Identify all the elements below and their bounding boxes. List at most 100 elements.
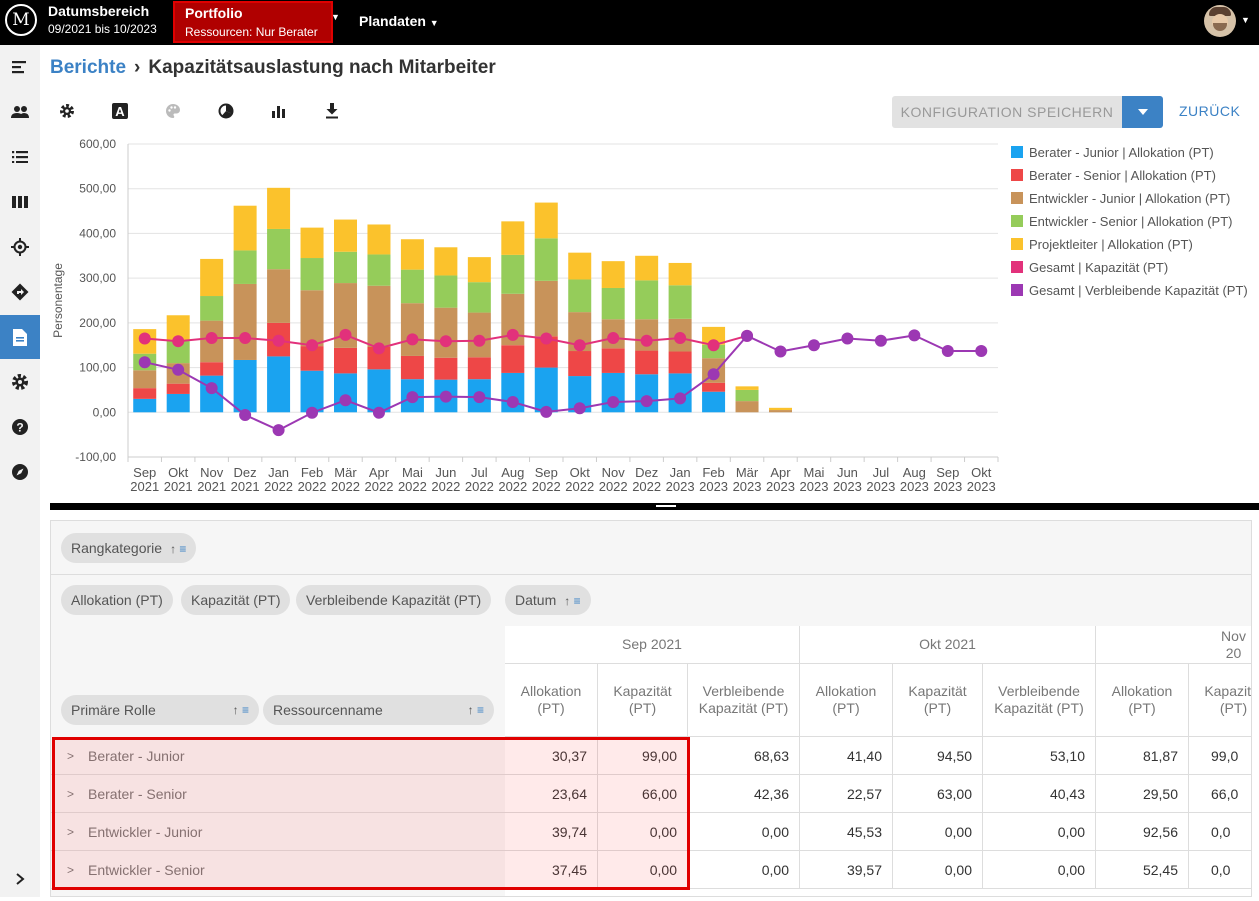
list-icon[interactable] <box>0 135 40 179</box>
table-cell: 40,43 <box>983 775 1096 813</box>
breadcrumb-link-berichte[interactable]: Berichte <box>50 57 127 78</box>
compass-icon[interactable] <box>0 450 40 494</box>
table-cell: 0,00 <box>688 851 800 889</box>
help-icon[interactable]: ? <box>0 405 40 449</box>
back-button[interactable]: ZURÜCK <box>1179 103 1241 119</box>
bar-chart-icon[interactable] <box>269 101 289 121</box>
y-tick-label: -100,00 <box>75 450 116 464</box>
legend-swatch <box>1011 146 1023 158</box>
settings-icon[interactable] <box>0 360 40 404</box>
column-chip-datum[interactable]: Datum ↑ ≡ <box>505 585 591 615</box>
legend-item[interactable]: Gesamt | Verbleibende Kapazität (PT) <box>1011 283 1248 298</box>
chevron-right-icon[interactable]: > <box>67 862 75 877</box>
legend-item[interactable]: Berater - Senior | Allokation (PT) <box>1011 168 1216 183</box>
legend-item[interactable]: Berater - Junior | Allokation (PT) <box>1011 145 1214 160</box>
palette-icon[interactable] <box>163 101 183 121</box>
sort-filter-icon[interactable]: ↑ ≡ <box>170 542 187 556</box>
table-cell: 99,0 <box>1189 737 1251 775</box>
menu-collapse-icon[interactable] <box>0 45 40 89</box>
x-tick-label: Jun <box>435 465 456 480</box>
avatar[interactable] <box>1204 5 1236 37</box>
x-tick-label: Sep <box>936 465 959 480</box>
x-tick-label: Mai <box>402 465 423 480</box>
x-tick-label: Apr <box>770 465 791 480</box>
caret-down-icon[interactable]: ▼ <box>1241 15 1250 25</box>
legend-label: Gesamt | Kapazität (PT) <box>1029 260 1168 275</box>
plandaten-menu[interactable]: Plandaten ▼ <box>359 13 439 29</box>
bar-segment <box>267 187 291 229</box>
sort-filter-icon[interactable]: ↑ ≡ <box>564 594 581 608</box>
text-format-icon[interactable]: A <box>110 101 130 121</box>
row-chip-ressourcenname[interactable]: Ressourcenname ↑ ≡ <box>263 695 494 725</box>
gear-icon[interactable] <box>57 101 77 121</box>
pie-chart-icon[interactable] <box>216 101 236 121</box>
measure-header: Verbleibende Kapazität (PT) <box>983 664 1096 737</box>
directions-icon[interactable] <box>0 270 40 314</box>
legend-item[interactable]: Gesamt | Kapazität (PT) <box>1011 260 1168 275</box>
table-row[interactable]: > Entwickler - Senior <box>51 851 505 889</box>
chevron-right-icon[interactable]: > <box>67 786 75 801</box>
value-chip-kapazitaet[interactable]: Kapazität (PT) <box>181 585 291 615</box>
sort-filter-icon[interactable]: ↑ ≡ <box>467 703 484 717</box>
month-header: Sep 2021 <box>505 626 800 664</box>
portfolio-selector[interactable]: Portfolio Ressourcen: Nur Berater <box>173 1 333 43</box>
legend-item[interactable]: Entwickler - Senior | Allokation (PT) <box>1011 214 1233 229</box>
table-cell: 52,45 <box>1096 851 1189 889</box>
line-point <box>573 339 586 352</box>
bar-segment <box>200 362 224 376</box>
columns-icon[interactable] <box>0 180 40 224</box>
line-point <box>473 391 486 404</box>
chip-label: Ressourcenname <box>273 702 383 718</box>
legend-item[interactable]: Entwickler - Junior | Allokation (PT) <box>1011 191 1230 206</box>
bar-segment <box>635 255 659 281</box>
sort-filter-icon[interactable]: ↑ ≡ <box>232 703 249 717</box>
line-point <box>707 368 720 381</box>
table-cell: 92,56 <box>1096 813 1189 851</box>
bar-segment <box>233 250 257 284</box>
x-tick-label: 2023 <box>933 479 962 494</box>
caret-down-icon[interactable]: ▼ <box>331 12 340 22</box>
report-icon[interactable] <box>0 315 40 359</box>
chevron-right-icon[interactable]: > <box>67 748 75 763</box>
x-tick-label: 2022 <box>632 479 661 494</box>
target-icon[interactable] <box>0 225 40 269</box>
expand-icon[interactable] <box>0 857 40 901</box>
chip-label: Rangkategorie <box>71 540 163 556</box>
line-point <box>975 345 988 358</box>
filter-chip-rangkategorie[interactable]: Rangkategorie ↑ ≡ <box>61 533 197 563</box>
x-tick-label: 2022 <box>331 479 360 494</box>
value-chip-verbleibende-kapazitaet[interactable]: Verbleibende Kapazität (PT) <box>296 585 492 615</box>
x-tick-label: 2021 <box>231 479 260 494</box>
line-point <box>506 328 519 341</box>
plandaten-label: Plandaten <box>359 13 426 29</box>
save-options-dropdown[interactable] <box>1122 96 1163 128</box>
people-icon[interactable] <box>0 90 40 134</box>
value-chip-allokation[interactable]: Allokation (PT) <box>61 585 173 615</box>
split-divider[interactable] <box>50 503 1259 510</box>
sidebar: ? <box>0 45 40 897</box>
app-logo[interactable]: M <box>5 4 37 36</box>
download-icon[interactable] <box>322 101 342 121</box>
y-tick-label: 500,00 <box>79 182 116 196</box>
save-configuration-button[interactable]: KONFIGURATION SPEICHERN <box>892 96 1122 128</box>
bar-segment <box>166 315 190 340</box>
x-tick-label: Mai <box>803 465 824 480</box>
month-header: Okt 2021 <box>800 626 1096 664</box>
line-point <box>272 334 285 347</box>
table-row[interactable]: > Berater - Junior <box>51 737 505 775</box>
x-tick-label: Feb <box>702 465 724 480</box>
row-chip-primaere-rolle[interactable]: Primäre Rolle ↑ ≡ <box>61 695 259 725</box>
legend-item[interactable]: Projektleiter | Allokation (PT) <box>1011 237 1193 252</box>
bar-segment <box>668 351 692 374</box>
divider-handle[interactable] <box>656 505 676 507</box>
date-range-selector[interactable]: Datumsbereich 09/2021 bis 10/2023 <box>48 3 157 36</box>
line-point <box>372 406 385 419</box>
table-row[interactable]: > Berater - Senior <box>51 775 505 813</box>
chevron-right-icon[interactable]: > <box>67 824 75 839</box>
table-cell: 39,74 <box>505 813 598 851</box>
bar-segment <box>267 356 291 413</box>
bar-segment <box>166 393 190 413</box>
x-tick-label: 2022 <box>465 479 494 494</box>
table-row[interactable]: > Entwickler - Junior <box>51 813 505 851</box>
line-point <box>172 363 185 376</box>
